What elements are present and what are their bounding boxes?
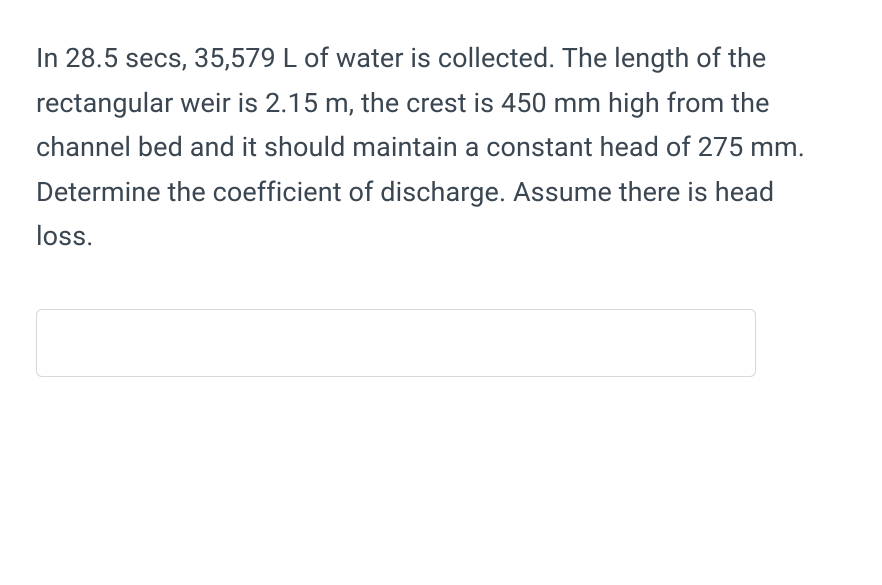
answer-input[interactable]: [36, 309, 756, 377]
question-text: In 28.5 secs, 35,579 L of water is colle…: [36, 36, 834, 259]
